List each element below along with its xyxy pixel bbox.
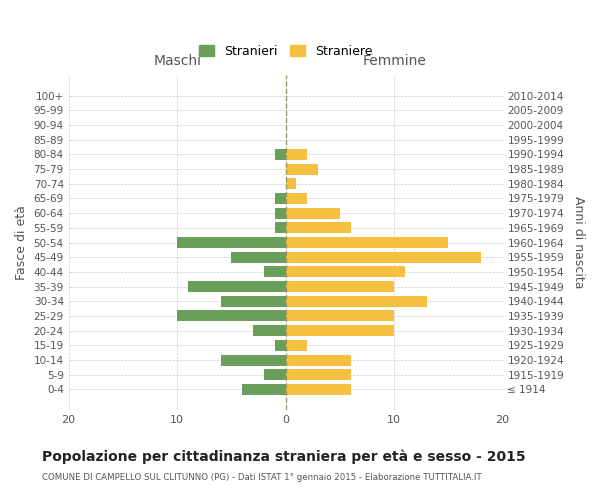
Bar	[275, 340, 286, 351]
Bar	[286, 164, 318, 174]
Bar	[242, 384, 286, 395]
Text: Maschi: Maschi	[153, 54, 201, 68]
Bar	[264, 266, 286, 278]
Bar	[286, 354, 350, 366]
Bar	[275, 208, 286, 218]
Bar	[286, 310, 394, 322]
Bar	[286, 281, 394, 292]
Bar	[286, 325, 394, 336]
Bar	[177, 310, 286, 322]
Y-axis label: Fasce di età: Fasce di età	[15, 205, 28, 280]
Bar	[286, 237, 448, 248]
Bar	[275, 222, 286, 234]
Y-axis label: Anni di nascita: Anni di nascita	[572, 196, 585, 289]
Bar	[286, 296, 427, 307]
Bar	[275, 149, 286, 160]
Bar	[188, 281, 286, 292]
Bar	[232, 252, 286, 262]
Text: COMUNE DI CAMPELLO SUL CLITUNNO (PG) - Dati ISTAT 1° gennaio 2015 - Elaborazione: COMUNE DI CAMPELLO SUL CLITUNNO (PG) - D…	[42, 472, 482, 482]
Bar	[253, 325, 286, 336]
Bar	[275, 193, 286, 204]
Legend: Stranieri, Straniere: Stranieri, Straniere	[195, 41, 376, 62]
Bar	[177, 237, 286, 248]
Text: Popolazione per cittadinanza straniera per età e sesso - 2015: Popolazione per cittadinanza straniera p…	[42, 450, 526, 464]
Bar	[286, 178, 296, 190]
Bar	[286, 384, 350, 395]
Bar	[221, 296, 286, 307]
Text: Femmine: Femmine	[362, 54, 426, 68]
Bar	[221, 354, 286, 366]
Bar	[286, 266, 405, 278]
Bar	[286, 149, 307, 160]
Bar	[286, 193, 307, 204]
Bar	[286, 208, 340, 218]
Bar	[286, 222, 350, 234]
Bar	[264, 369, 286, 380]
Bar	[286, 252, 481, 262]
Bar	[286, 369, 350, 380]
Bar	[286, 340, 307, 351]
